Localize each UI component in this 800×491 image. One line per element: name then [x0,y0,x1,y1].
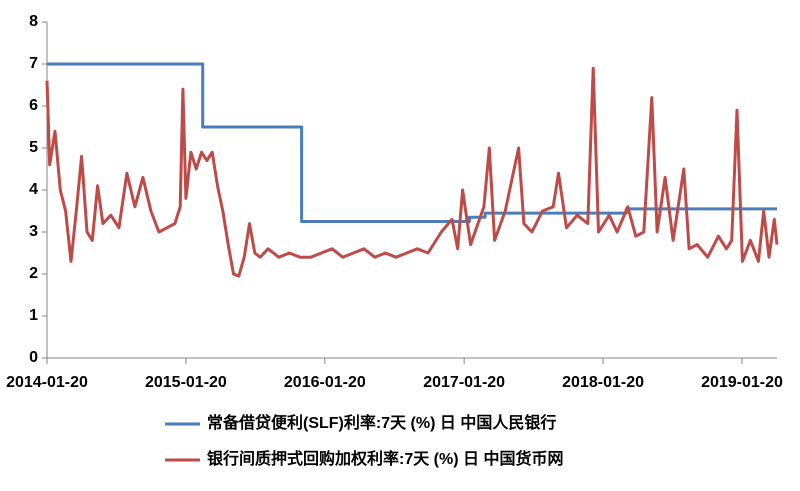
y-tick-label: 3 [29,223,38,240]
legend-label: 常备借贷便利(SLF)利率:7天 (%) 日 中国人民银行 [207,413,556,432]
x-tick-label: 2014-01-20 [6,374,88,391]
x-tick-label: 2019-01-20 [701,374,783,391]
y-tick-label: 2 [29,265,38,282]
y-tick-label: 7 [29,55,38,72]
x-tick-label: 2015-01-20 [145,374,227,391]
x-tick-label: 2016-01-20 [284,374,366,391]
y-tick-label: 0 [29,349,38,366]
y-tick-label: 4 [29,181,38,198]
y-tick-label: 6 [29,97,38,114]
x-tick-label: 2017-01-20 [423,374,505,391]
x-tick-label: 2018-01-20 [562,374,644,391]
y-tick-label: 5 [29,139,38,156]
y-tick-label: 1 [29,307,38,324]
legend-label: 银行间质押式回购加权利率:7天 (%) 日 中国货币网 [207,449,563,468]
series-line [45,66,779,278]
y-tick-label: 8 [29,13,38,30]
